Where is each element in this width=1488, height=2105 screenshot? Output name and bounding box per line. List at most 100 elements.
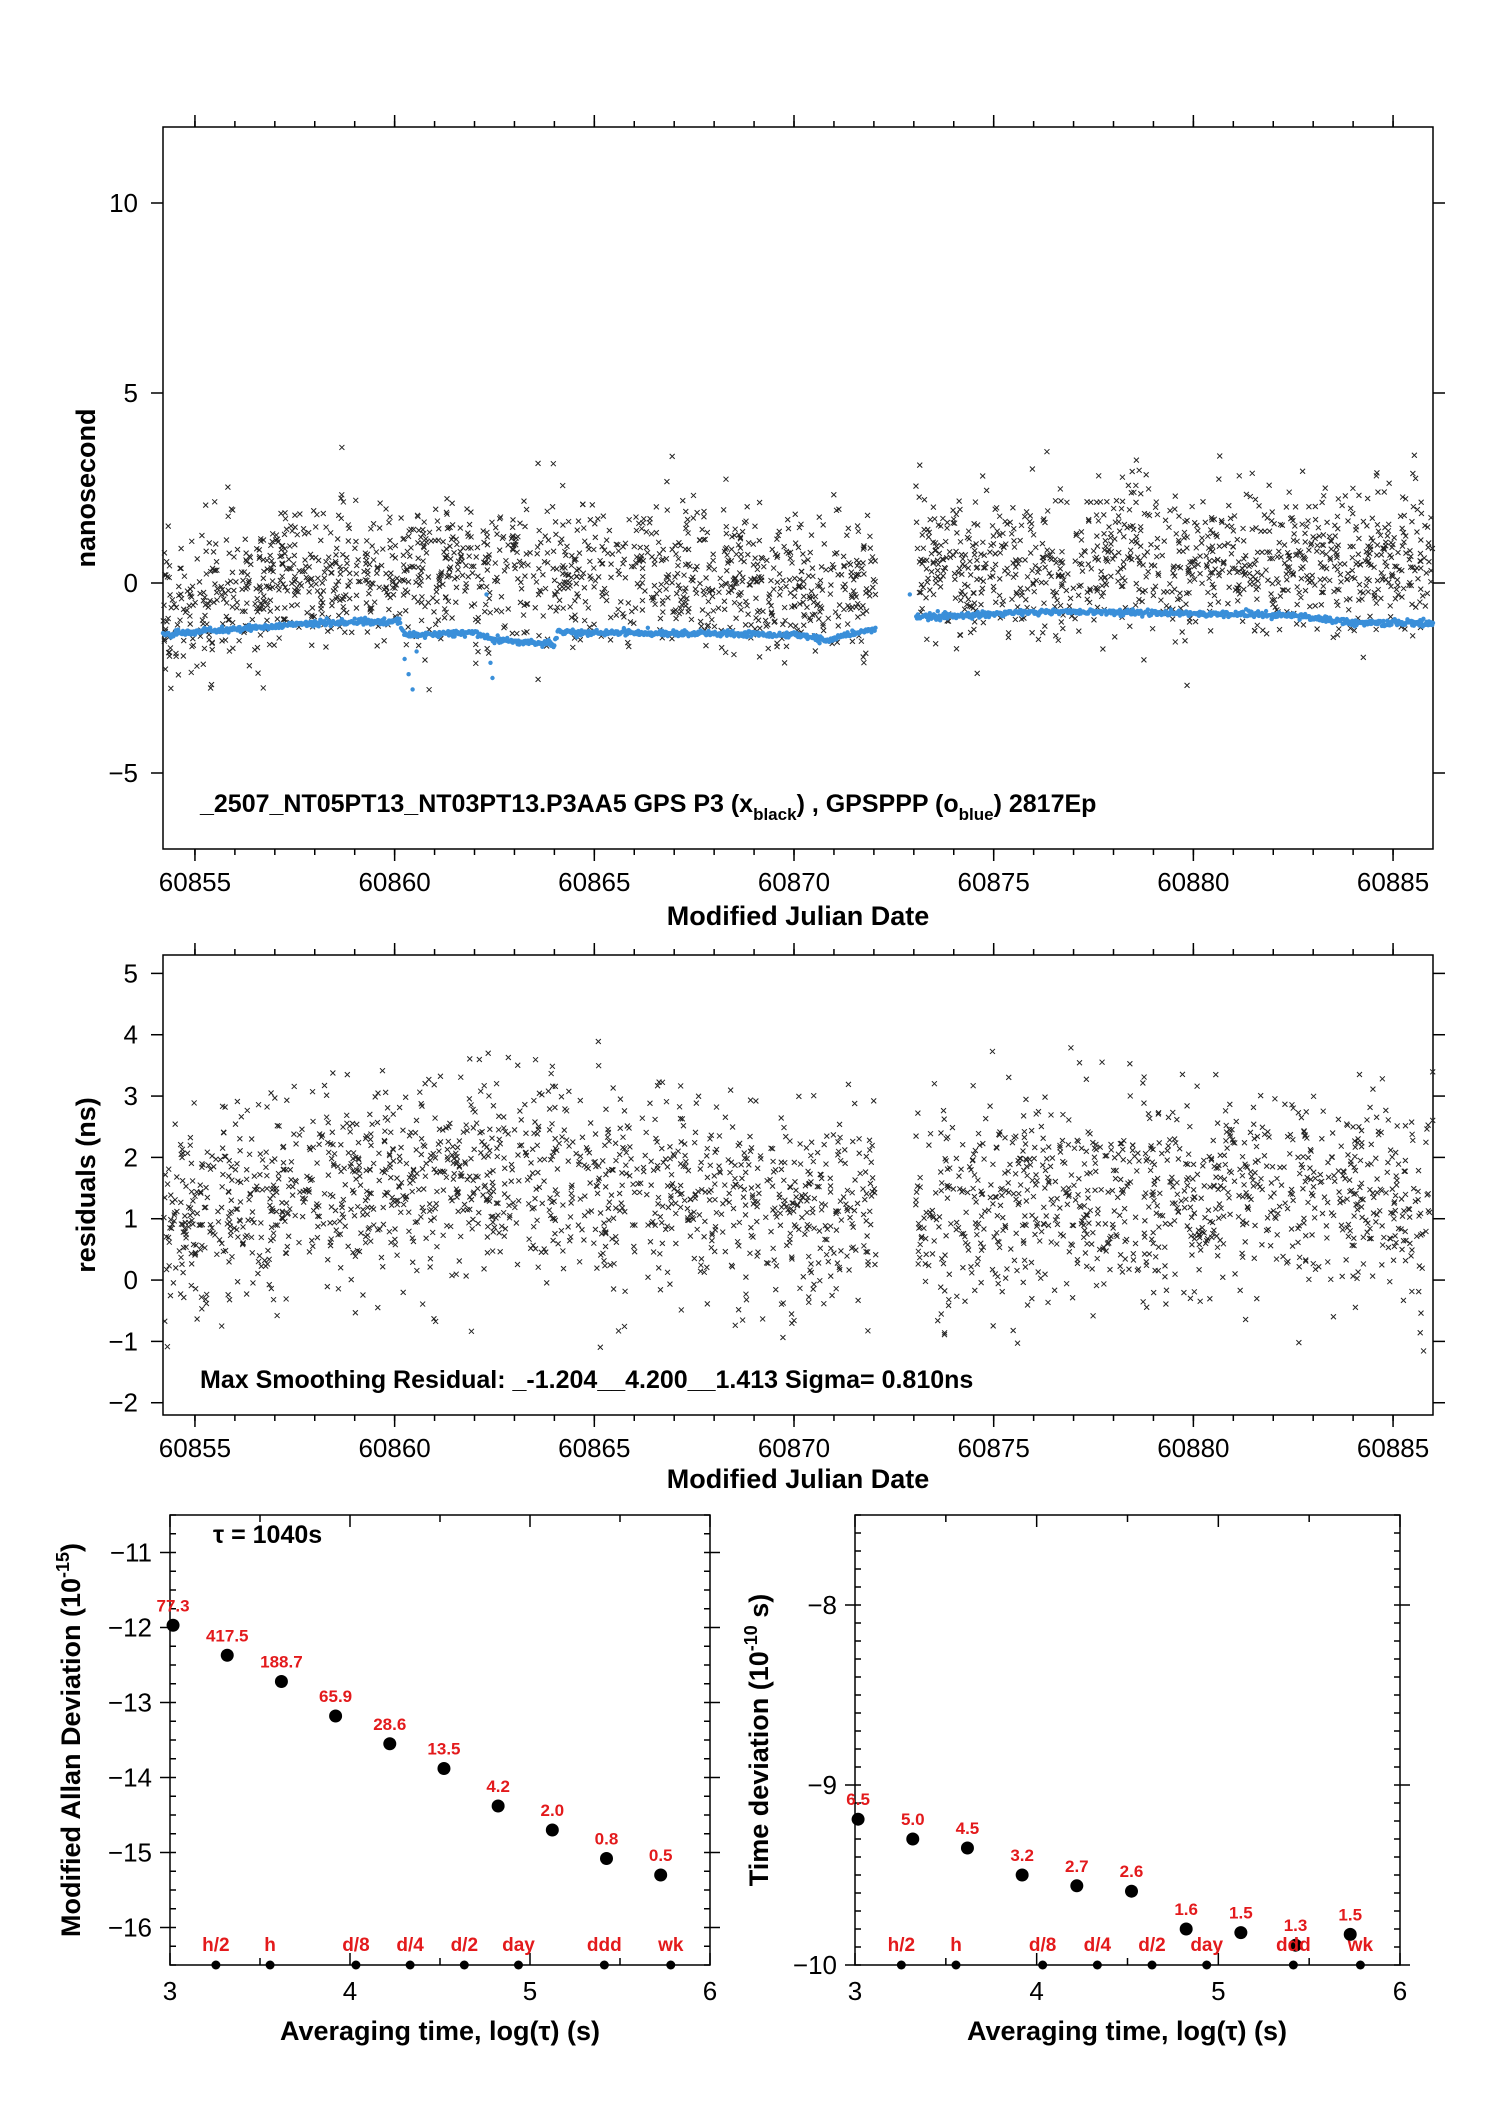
data-point-x — [233, 578, 239, 585]
data-point-x — [1313, 548, 1320, 554]
data-point-x — [1221, 542, 1228, 549]
data-point-x — [551, 577, 558, 584]
data-point-x — [290, 561, 297, 567]
data-point-x — [990, 540, 997, 547]
data-point-x — [574, 527, 581, 534]
data-point-x — [674, 570, 681, 577]
data-point-x — [522, 573, 528, 579]
data-point-x — [998, 542, 1005, 549]
data-point-x — [1152, 504, 1159, 511]
data-point-x — [958, 571, 965, 578]
data-point-x — [965, 528, 972, 535]
data-point-x — [1334, 513, 1341, 520]
data-point-x — [449, 500, 456, 507]
data-point-x — [532, 604, 539, 611]
data-point-x — [1098, 593, 1105, 600]
data-point-x — [864, 512, 871, 519]
data-point-x — [208, 681, 215, 688]
data-point-x — [1000, 530, 1006, 537]
data-point-x — [1307, 541, 1314, 548]
data-point-x — [1284, 564, 1291, 570]
data-point-x — [463, 580, 469, 587]
data-point-x — [1039, 629, 1046, 636]
data-point-x — [485, 650, 492, 656]
data-point-x — [617, 599, 624, 605]
data-point-x — [234, 605, 240, 611]
data-point-x — [229, 604, 236, 610]
data-point-x — [1283, 504, 1290, 510]
data-point-x — [383, 585, 389, 591]
data-point-x — [1347, 505, 1354, 512]
data-point-x — [798, 521, 804, 528]
data-point-x — [1143, 573, 1150, 580]
data-point-x — [432, 621, 439, 628]
data-point-x — [697, 580, 703, 587]
data-point-x — [1144, 549, 1151, 555]
data-point-x — [225, 484, 231, 490]
data-point-x — [206, 636, 213, 643]
data-point-x — [1335, 626, 1342, 632]
data-point-x — [451, 549, 457, 556]
data-point-x — [923, 557, 930, 564]
data-point-x — [171, 601, 178, 608]
data-point-x — [207, 685, 214, 691]
y-tick-label: 5 — [124, 378, 138, 408]
data-point-x — [926, 529, 933, 536]
data-point-x — [1234, 597, 1241, 604]
data-point-x — [567, 603, 574, 610]
data-point-x — [1424, 524, 1431, 531]
data-point-x — [291, 541, 298, 548]
data-point-x — [1078, 582, 1084, 589]
data-point-x — [321, 575, 328, 581]
data-point-x — [402, 607, 409, 614]
data-point-x — [1345, 606, 1352, 613]
data-point-x — [1330, 634, 1337, 641]
data-point-x — [592, 534, 599, 541]
data-point-x — [1179, 629, 1186, 635]
data-point-x — [544, 550, 551, 556]
data-point-x — [1200, 498, 1206, 505]
data-point-x — [253, 585, 260, 592]
data-point-x — [492, 560, 499, 566]
data-point-o — [397, 616, 402, 622]
data-point-x — [812, 611, 818, 618]
data-point-x — [1429, 545, 1436, 552]
data-point-x — [1158, 597, 1164, 604]
data-point-x — [1024, 573, 1031, 580]
data-point-x — [1063, 587, 1070, 594]
data-point-x — [1290, 537, 1297, 544]
data-point-x — [781, 543, 787, 550]
data-point-x — [807, 595, 813, 602]
data-point-x — [614, 542, 621, 548]
data-point-x — [1053, 559, 1060, 566]
data-point-x — [1053, 589, 1060, 596]
data-point-x — [1052, 632, 1059, 639]
data-point-x — [690, 492, 697, 499]
data-point-x — [1205, 589, 1211, 596]
data-point-x — [1079, 568, 1086, 574]
data-point-x — [387, 537, 393, 544]
data-point-x — [1347, 595, 1353, 602]
data-point-x — [421, 519, 428, 525]
data-point-x — [808, 532, 815, 538]
data-point-x — [1211, 557, 1218, 564]
data-point-x — [426, 529, 433, 536]
data-point-x — [988, 542, 994, 549]
data-point-x — [1137, 490, 1144, 497]
data-point-x — [861, 659, 867, 666]
data-point-x — [535, 676, 541, 683]
data-point-x — [933, 543, 940, 550]
data-point-x — [971, 520, 977, 527]
data-point-x — [1414, 529, 1420, 535]
data-point-x — [1236, 582, 1242, 588]
data-point-x — [1319, 499, 1325, 506]
data-point-x — [252, 600, 258, 607]
data-point-x — [510, 547, 516, 553]
data-point-x — [472, 660, 479, 667]
data-point-x — [270, 568, 276, 575]
data-point-x — [1207, 628, 1214, 634]
data-point-x — [268, 558, 275, 564]
data-point-x — [815, 616, 822, 622]
data-point-x — [1412, 604, 1419, 610]
data-point-x — [677, 605, 684, 612]
